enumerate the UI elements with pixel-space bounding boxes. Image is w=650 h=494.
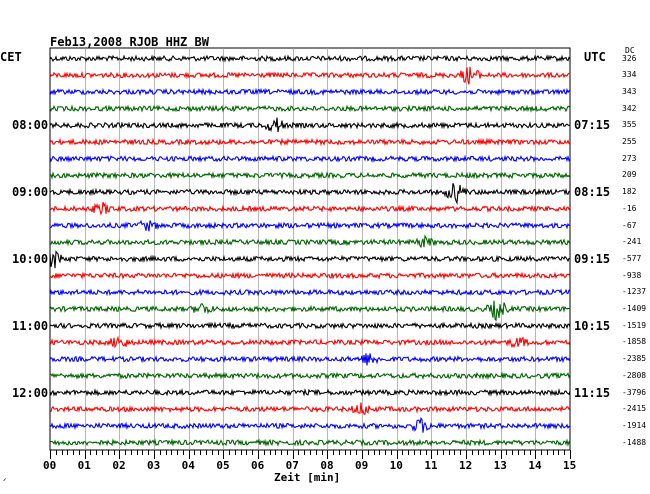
seismic-trace (49, 335, 571, 349)
dc-value: -1519 (622, 320, 647, 330)
seismic-trace (49, 300, 571, 322)
seismic-trace (49, 54, 571, 63)
seismic-trace (49, 371, 571, 381)
dc-value: -1237 (622, 287, 647, 297)
right-time-label: 09:15 (574, 251, 611, 266)
left-time-label: 08:00 (12, 118, 49, 133)
seismic-trace (49, 288, 571, 297)
left-timezone-label: CET (0, 50, 22, 64)
x-axis-tick-label: 12 (459, 459, 473, 472)
x-axis-tick-label: 02 (112, 459, 126, 472)
seismic-trace (49, 117, 571, 133)
seismic-trace (49, 137, 571, 147)
dc-value: -1409 (622, 304, 647, 313)
dc-value: -1488 (622, 437, 647, 447)
dc-value: -3796 (622, 387, 647, 397)
x-axis-tick-label: 11 (424, 459, 438, 472)
dc-value: -2385 (622, 354, 647, 364)
x-axis-tick-label: 15 (563, 459, 577, 472)
right-time-label: 08:15 (574, 185, 611, 200)
corner-mark: ᐟ (3, 477, 7, 486)
seismic-trace (49, 438, 571, 448)
dc-value: 255 (622, 137, 637, 146)
dc-value: -2808 (622, 370, 647, 380)
seismic-trace (49, 170, 571, 180)
x-axis-tick-label: 01 (77, 459, 91, 472)
dc-header-label: DC (625, 46, 635, 55)
seismic-trace (49, 402, 571, 415)
x-axis-tick-label: 14 (528, 459, 542, 472)
x-axis-tick-label: 03 (147, 459, 161, 472)
x-axis-tick-label: 09 (355, 459, 369, 472)
seismic-trace (49, 353, 571, 366)
dc-value: 355 (622, 120, 637, 130)
right-time-label: 07:15 (574, 118, 611, 133)
x-axis-tick-label: 13 (493, 459, 507, 472)
seismic-trace (49, 104, 571, 113)
x-axis-tick-label: 06 (251, 459, 265, 472)
dc-value: 273 (622, 153, 637, 163)
seismic-trace (49, 87, 571, 97)
dc-value: -2415 (622, 404, 647, 414)
x-axis-tick-label: 04 (181, 459, 195, 472)
seismic-trace (49, 416, 571, 433)
dc-value: 343 (622, 86, 637, 96)
seismic-trace (49, 66, 571, 85)
seismic-trace (49, 234, 571, 249)
right-timezone-label: UTC (584, 50, 606, 64)
right-time-label: 11:15 (574, 385, 611, 400)
plot-title: Feb13,2008 RJOB HHZ BW (50, 35, 209, 49)
dc-value: -241 (622, 237, 642, 247)
x-axis-tick-label: 07 (285, 459, 299, 472)
dc-value: -1858 (622, 337, 647, 347)
dc-value: -67 (622, 220, 637, 230)
seismic-trace (50, 219, 571, 232)
seismic-trace (49, 271, 571, 281)
dc-value: 326 (622, 53, 637, 63)
seismic-trace (49, 154, 571, 164)
dc-value: 342 (622, 103, 637, 113)
x-axis-tick-label: 10 (389, 459, 403, 472)
x-axis-tick-label: 08 (320, 459, 334, 472)
seismic-trace (49, 250, 571, 269)
dc-value: -1914 (622, 420, 647, 430)
seismic-trace (49, 321, 571, 331)
x-axis-tick-label: 05 (216, 459, 230, 472)
dc-value: 182 (622, 187, 637, 197)
seismic-trace (49, 387, 571, 397)
x-axis-tick-label: 00 (43, 459, 57, 472)
dc-value: 334 (622, 70, 637, 80)
left-time-label: 10:00 (12, 251, 49, 266)
x-axis-label: Zeit [min] (274, 471, 341, 484)
seismic-trace (49, 183, 571, 205)
left-time-label: 12:00 (12, 385, 49, 400)
left-time-label: 11:00 (12, 318, 49, 333)
dc-value: -16 (622, 203, 637, 213)
left-time-label: 09:00 (12, 185, 49, 200)
dc-value: 209 (622, 170, 637, 180)
dc-value: -938 (622, 270, 642, 280)
seismic-trace (49, 201, 571, 216)
dc-value: -577 (622, 253, 642, 263)
right-time-label: 10:15 (574, 318, 611, 333)
